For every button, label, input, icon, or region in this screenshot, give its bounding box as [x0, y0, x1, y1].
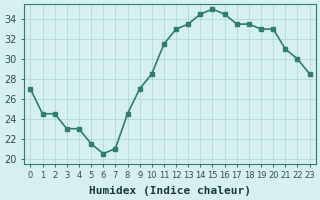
X-axis label: Humidex (Indice chaleur): Humidex (Indice chaleur): [89, 186, 251, 196]
